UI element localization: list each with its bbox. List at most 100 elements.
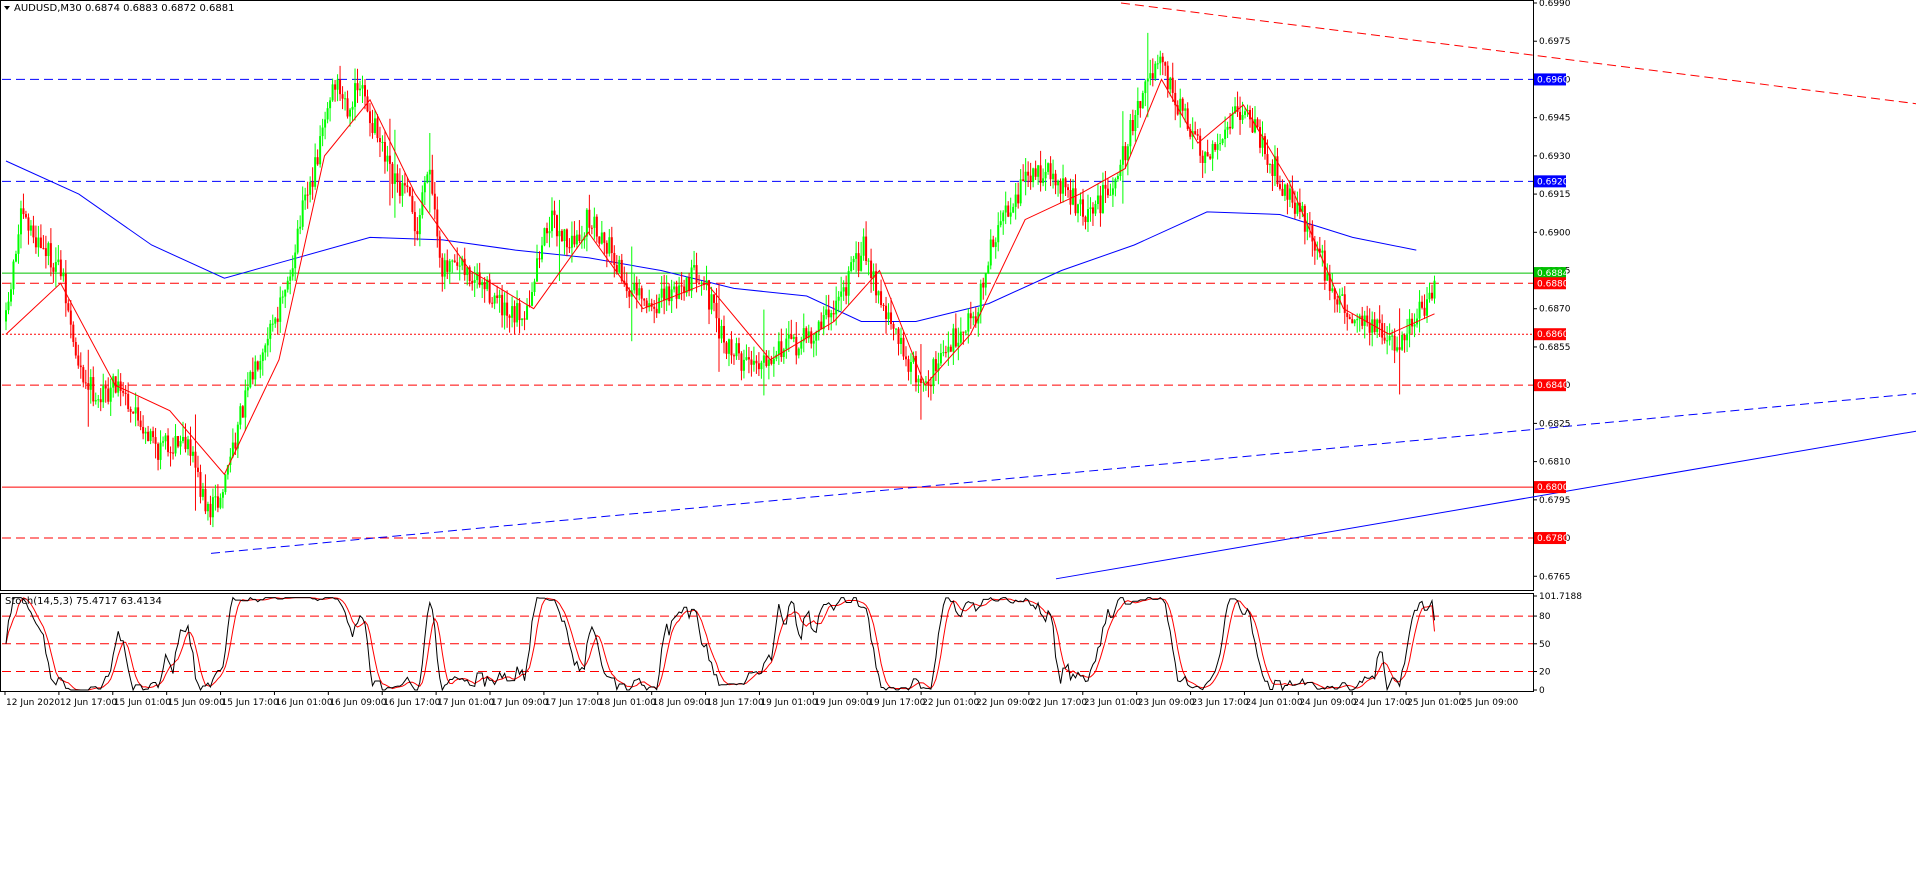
candle-body (989, 239, 992, 266)
candle-body (835, 300, 838, 315)
candle-body (1171, 77, 1174, 93)
candle-body (1009, 212, 1012, 217)
candle-body (1241, 114, 1244, 120)
candle-body (149, 431, 152, 442)
candle-body (949, 346, 952, 352)
candle-body (346, 98, 349, 117)
candle-body (790, 334, 793, 339)
candle-body (825, 309, 828, 315)
candle-body (1278, 184, 1281, 189)
candle-body (204, 488, 207, 512)
candle-body (1296, 202, 1299, 214)
candle-body (605, 242, 608, 254)
candle-body (142, 426, 145, 434)
trendline-2[interactable] (1055, 416, 1916, 580)
candle-body (957, 342, 960, 347)
candle-body (1308, 223, 1311, 226)
candle-body (1321, 250, 1324, 253)
candle-body (1089, 207, 1092, 209)
candle-body (628, 291, 631, 297)
candle-body (1044, 171, 1047, 179)
candle-body (119, 381, 122, 391)
candle-body (269, 323, 272, 339)
fast-ma-line (5, 78, 1435, 476)
candle-body (37, 237, 40, 248)
candle-body (7, 301, 10, 311)
candle-body (461, 258, 464, 266)
y-tick-label: 0.6855 (1539, 343, 1571, 353)
candle-body (1371, 319, 1374, 333)
candle-body (1398, 347, 1401, 350)
candle-body (468, 267, 471, 282)
candle-body (326, 108, 329, 120)
candle-body (1154, 63, 1157, 79)
x-tick-label: 23 Jun 01:00 (1084, 698, 1141, 708)
candle-body (226, 464, 229, 475)
candle-body (1079, 199, 1082, 205)
candle-body (675, 286, 678, 299)
candle-body (179, 441, 182, 447)
candle-body (598, 236, 601, 244)
candle-body (17, 234, 20, 254)
candle-body (503, 302, 506, 316)
candle-body (319, 136, 322, 165)
trendline-0[interactable] (1120, 2, 1916, 115)
x-tick-label: 18 Jun 01:00 (599, 698, 656, 708)
candle-body (1288, 188, 1291, 200)
candle-body (359, 88, 362, 91)
candle-body (1017, 194, 1020, 204)
candle-body (757, 363, 760, 370)
x-tick-label: 17 Jun 17:00 (545, 698, 602, 708)
stoch-tick-label: 0 (1539, 686, 1545, 696)
candle-body (1126, 146, 1129, 161)
candle-body (1244, 111, 1247, 115)
candle-body (1049, 163, 1052, 180)
x-tick-label: 17 Jun 01:00 (437, 698, 494, 708)
candle-body (992, 239, 995, 247)
candle-body (79, 365, 82, 368)
candle-body (1121, 146, 1124, 165)
candle-body (1251, 119, 1254, 133)
candle-body (969, 313, 972, 319)
candle-body (812, 340, 815, 344)
candle-body (478, 272, 481, 286)
candle-body (917, 378, 920, 383)
candle-body (1406, 333, 1409, 341)
candle-body (381, 141, 384, 143)
candle-body (1074, 188, 1077, 214)
candle-body (645, 300, 648, 308)
candle-body (1386, 340, 1389, 342)
candle-body (1179, 98, 1182, 115)
candle-body (1301, 205, 1304, 212)
candle-body (344, 98, 347, 100)
candle-body (104, 385, 107, 389)
candle-body (548, 231, 551, 234)
candle-body (211, 497, 214, 518)
candle-body (501, 294, 504, 316)
candle-body (336, 79, 339, 90)
candle-body (1408, 318, 1411, 334)
candle-body (1254, 119, 1257, 133)
candle-body (42, 248, 45, 250)
chart-menu-triangle-icon[interactable] (4, 6, 10, 10)
trendline-1[interactable] (210, 385, 1916, 554)
candle-body (47, 243, 50, 257)
candle-body (870, 260, 873, 279)
candle-body (653, 306, 656, 309)
candle-body (476, 272, 479, 281)
candle-body (640, 288, 643, 299)
candle-body (498, 294, 501, 298)
candle-body (1149, 73, 1152, 79)
candle-body (316, 157, 319, 165)
candle-body (610, 237, 613, 254)
candle-body (703, 282, 706, 285)
candle-body (1291, 188, 1294, 203)
candle-body (1176, 105, 1179, 115)
candle-body (1221, 139, 1224, 144)
candle-body (274, 318, 277, 324)
candle-body (890, 312, 893, 324)
candle-body (533, 281, 536, 293)
candle-body (82, 367, 85, 383)
